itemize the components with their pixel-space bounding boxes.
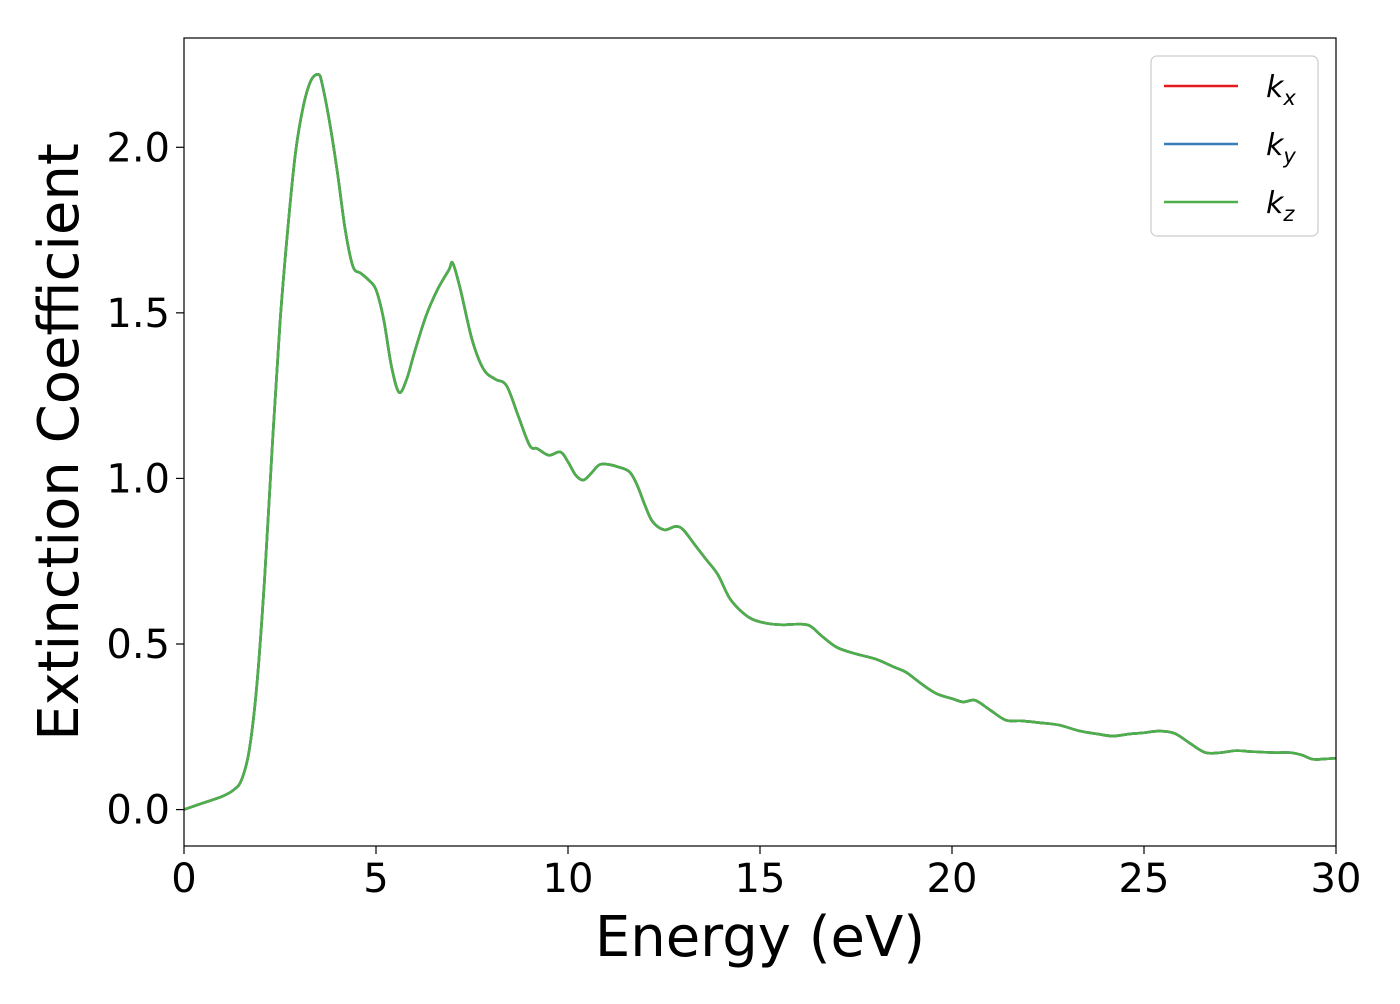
y-tick-label: 1.5 xyxy=(106,291,170,337)
x-tick-label: 0 xyxy=(171,856,196,902)
y-tick-label: 0.0 xyxy=(106,788,170,834)
legend-label: kz xyxy=(1266,186,1295,226)
x-tick-label: 10 xyxy=(543,856,594,902)
x-tick-label: 5 xyxy=(363,856,388,902)
legend-box xyxy=(1150,55,1319,237)
x-tick-label: 25 xyxy=(1119,856,1170,902)
y-tick-label: 0.5 xyxy=(106,622,170,668)
legend-label: kx xyxy=(1266,70,1296,110)
x-tick-label: 15 xyxy=(735,856,786,902)
y-tick-label: 2.0 xyxy=(106,125,170,171)
x-axis-title: Energy (eV) xyxy=(595,905,925,970)
y-tick-label: 1.0 xyxy=(106,456,170,502)
y-axis-title: Extinction Coefficient xyxy=(27,143,92,741)
x-axis-ticks: 0 5 10 15 20 25 30 xyxy=(171,846,1361,902)
legend-label: ky xyxy=(1266,128,1296,168)
legend: kx ky kz xyxy=(1150,55,1319,237)
series-line-k-z xyxy=(184,73,1336,811)
x-tick-label: 30 xyxy=(1311,856,1362,902)
series-lines xyxy=(184,73,1336,811)
x-tick-label: 20 xyxy=(927,856,978,902)
y-axis-ticks: 0.0 0.5 1.0 1.5 2.0 xyxy=(106,125,184,834)
